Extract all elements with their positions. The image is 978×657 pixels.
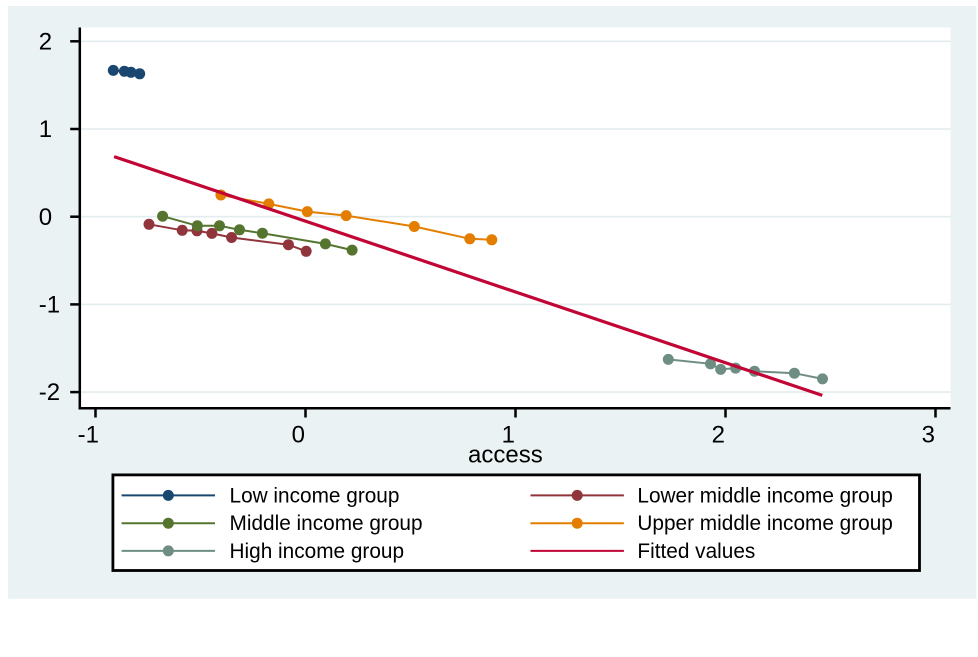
svg-text:-2: -2 [39,379,60,406]
svg-text:-1: -1 [39,292,60,319]
svg-text:0: 0 [292,421,305,448]
svg-text:2: 2 [39,28,52,55]
svg-text:0: 0 [39,204,52,231]
svg-text:-1: -1 [78,421,99,448]
svg-text:Lower middle income group: Lower middle income group [637,484,892,507]
svg-text:Fitted values: Fitted values [637,540,755,563]
svg-text:access: access [468,442,543,469]
svg-text:Middle income group: Middle income group [230,512,423,535]
svg-text:High income group: High income group [230,540,405,563]
svg-text:1: 1 [39,116,52,143]
svg-text:Upper middle income group: Upper middle income group [637,512,892,535]
svg-text:3: 3 [922,421,935,448]
svg-text:2: 2 [712,421,725,448]
svg-text:1: 1 [502,421,515,448]
svg-text:Low income group: Low income group [230,484,400,507]
